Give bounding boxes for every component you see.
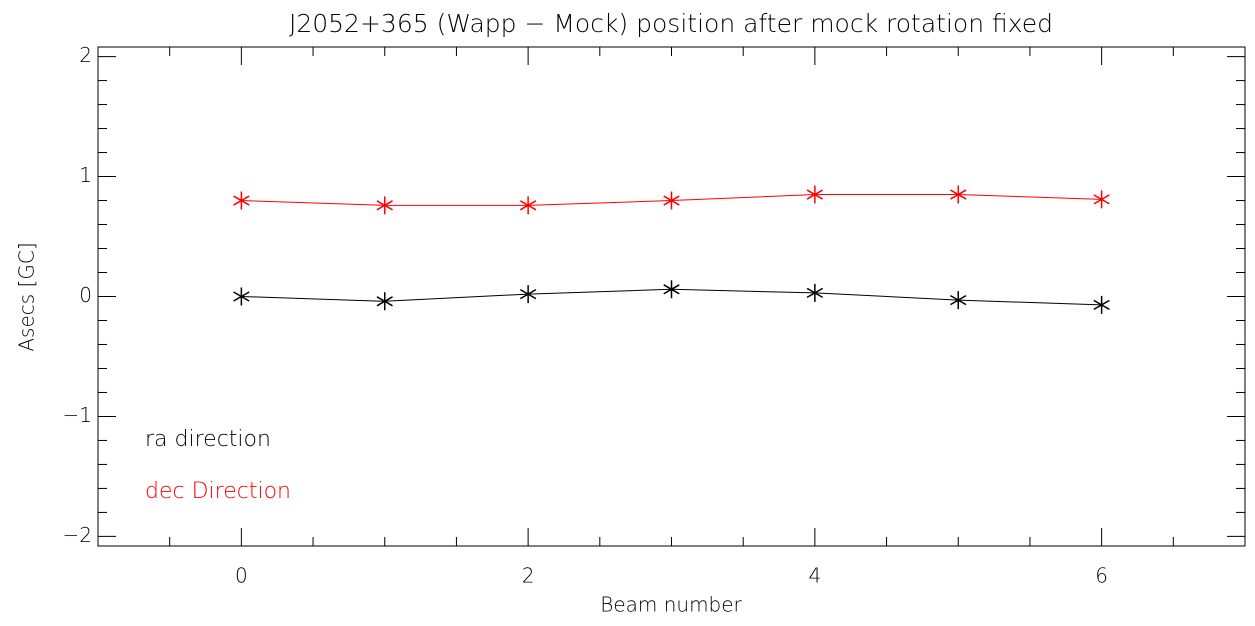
chart-title: J2052+365 (Wapp − Mock) position after m… <box>289 9 1053 38</box>
x-tick-label: 4 <box>809 564 822 588</box>
data-point <box>806 283 824 302</box>
data-point <box>950 185 967 204</box>
data-point <box>519 196 537 215</box>
data-point <box>806 185 824 204</box>
x-axis-label: Beam number <box>600 593 742 617</box>
y-tick-label: 2 <box>79 43 92 67</box>
legend-label: dec Direction <box>145 479 291 504</box>
x-tick-label: 6 <box>1095 564 1108 588</box>
data-point <box>376 292 393 311</box>
data-point <box>233 287 250 306</box>
data-point <box>663 191 680 210</box>
y-tick-label: −1 <box>63 403 92 427</box>
data-point <box>519 285 537 304</box>
data-point <box>1093 295 1110 314</box>
y-axis-label: Asecs [GC] <box>15 242 39 351</box>
data-point <box>663 280 680 299</box>
y-tick-label: 1 <box>79 163 92 187</box>
data-point <box>376 196 393 215</box>
data-point <box>233 191 250 210</box>
x-tick-label: 0 <box>235 564 248 588</box>
y-tick-label: 0 <box>79 283 92 307</box>
y-tick-label: −2 <box>63 523 92 547</box>
data-point <box>1093 190 1110 209</box>
legend-label: ra direction <box>145 427 271 452</box>
data-point <box>950 291 967 310</box>
x-tick-label: 2 <box>522 564 535 588</box>
